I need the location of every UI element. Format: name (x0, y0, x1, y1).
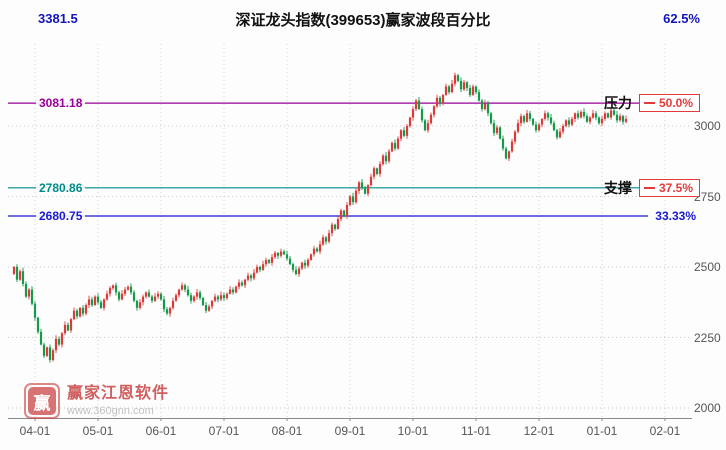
resistance-price-label: 3081.18 (36, 96, 86, 111)
x-axis-tick: 09-01 (334, 424, 366, 438)
x-axis-tick: 06-01 (145, 424, 177, 438)
y-axis-tick: 2250 (694, 330, 721, 345)
watermark: 赢 赢家江恩软件 www.360gnn.com (24, 383, 169, 419)
y-axis-tick: 2000 (694, 401, 721, 415)
y-axis-tick: 3000 (694, 119, 721, 133)
band-top-percent: 62.5% (663, 11, 700, 26)
brand-seal-icon: 赢 (24, 383, 60, 419)
x-axis-tick: 07-01 (208, 424, 240, 438)
band-top-price: 3381.5 (38, 11, 78, 26)
x-axis-tick: 08-01 (271, 424, 303, 438)
lower-band-annotation: 33.33% (655, 209, 696, 223)
support-annotation: 支撑 37.5% (604, 178, 700, 198)
support-price-label: 2780.86 (36, 180, 86, 195)
x-axis-tick: 12-01 (523, 424, 555, 438)
y-axis-tick: 2500 (694, 260, 721, 274)
x-axis-tick: 01-01 (586, 424, 618, 438)
y-axis-tick: 2750 (694, 189, 721, 204)
x-axis-tick: 02-01 (649, 424, 681, 438)
level-connector-dash (643, 186, 655, 189)
support-label: 支撑 (603, 179, 632, 196)
x-axis-tick: 11-01 (461, 424, 491, 438)
resistance-percent: 50.0% (658, 96, 693, 111)
x-axis-tick: 04-01 (19, 424, 51, 438)
support-percent-box: 37.5% (638, 178, 700, 197)
lower-band-price-label: 2680.75 (36, 209, 86, 224)
lower-band-percent: 33.33% (655, 209, 696, 224)
resistance-annotation: 压力 50.0% (604, 93, 700, 113)
x-axis-tick: 05-01 (82, 424, 114, 438)
level-connector-dash (643, 102, 655, 105)
support-percent: 37.5% (658, 180, 693, 195)
watermark-brand: 赢家江恩软件 (67, 385, 170, 403)
chart-title: 深证龙头指数(399653)赢家波段百分比 (235, 12, 491, 29)
x-axis-tick: 10-01 (397, 424, 429, 438)
x-axis-line (8, 418, 692, 419)
resistance-label: 压力 (603, 95, 632, 112)
resistance-percent-box: 50.0% (638, 94, 700, 113)
watermark-url: www.360gnn.com (67, 404, 154, 417)
